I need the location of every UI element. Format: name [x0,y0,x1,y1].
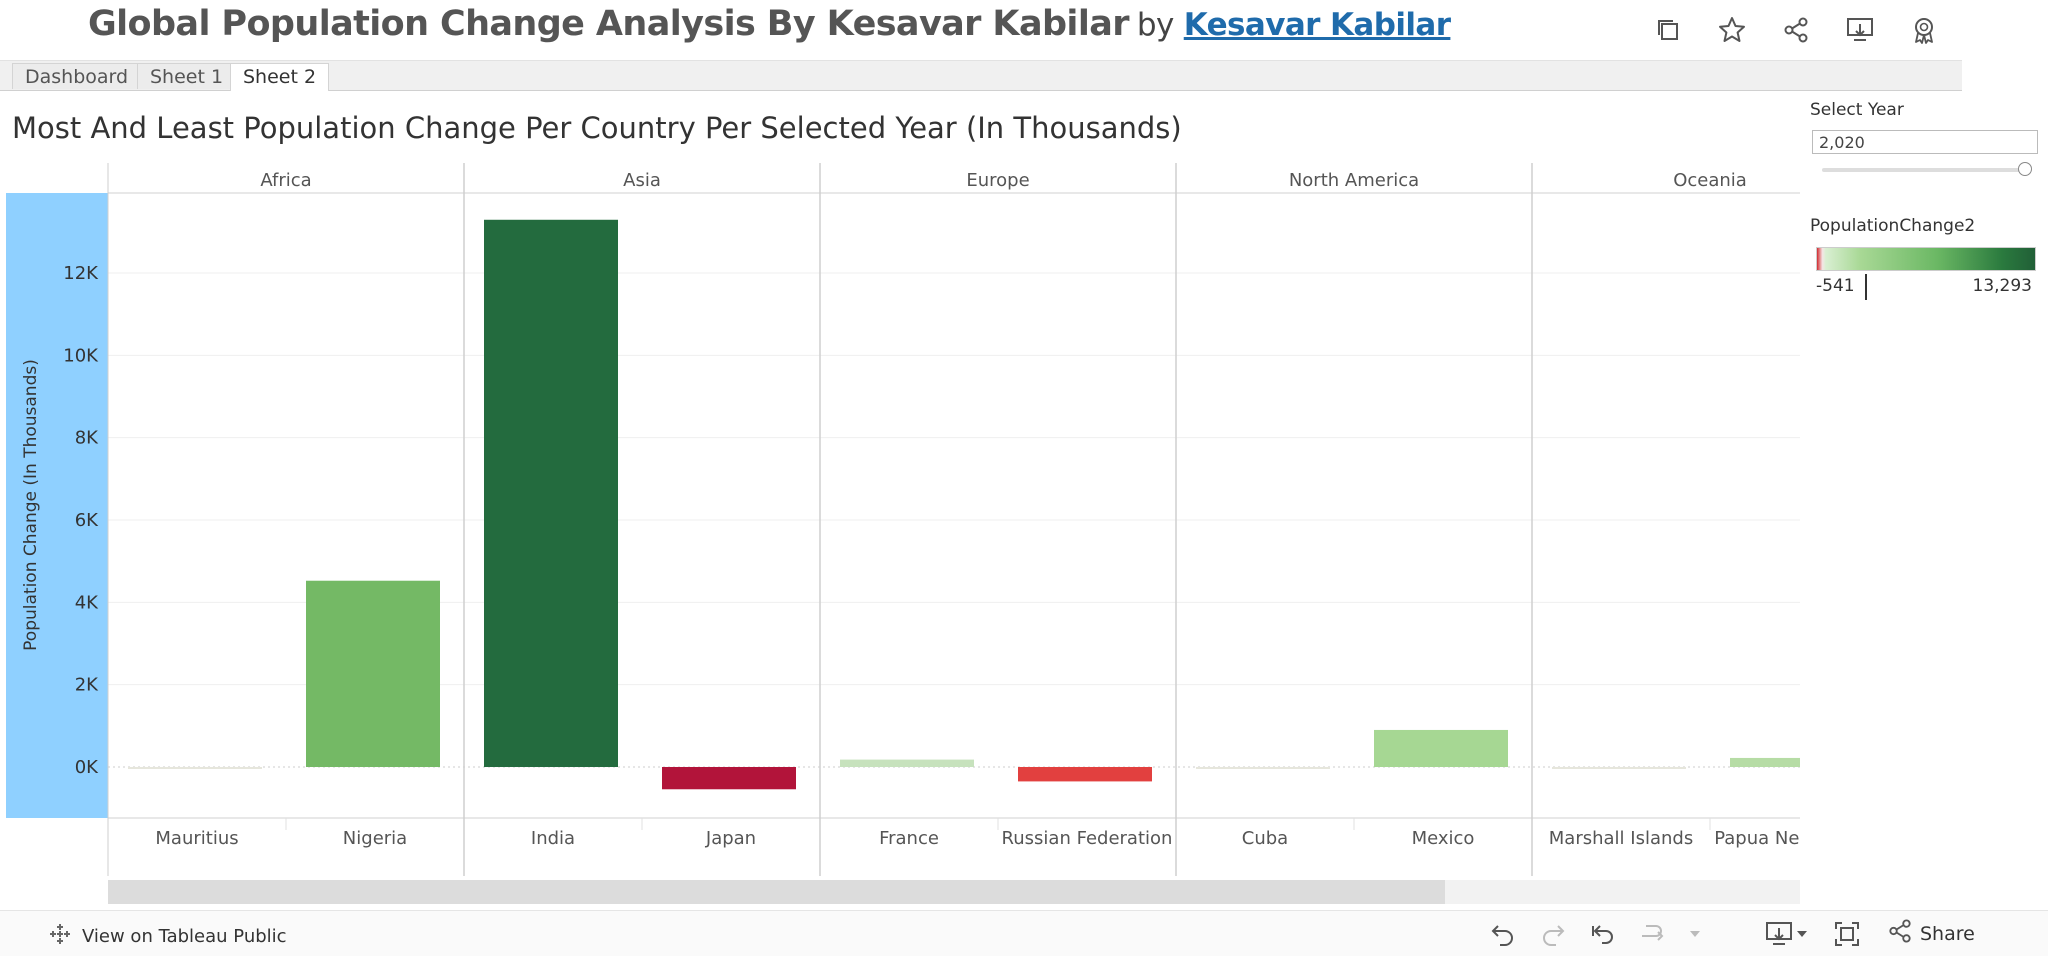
bars-group: Africa Mauritius Nigeria Asia India Japan Euro… [128,163,1800,876]
share-icon[interactable] [1778,12,1814,48]
page-title: Global Population Change Analysis By Kes… [88,4,1451,44]
category-label: Mauritius [155,828,238,849]
bar-marshall-islands[interactable] [1552,767,1686,769]
legend-marker [1865,274,1867,300]
sheet-tabs: Dashboard Sheet 1 Sheet 2 [0,60,1962,91]
revert-icon[interactable] [1588,920,1618,948]
undo-icon[interactable] [1488,920,1518,948]
bar-japan[interactable] [662,767,796,790]
download-icon[interactable] [1842,12,1878,48]
panel-header-oceania: Oceania [1673,170,1747,191]
category-label: Papua New Guinea [1714,828,1800,849]
refresh-icon[interactable] [1638,920,1668,948]
download-menu-icon[interactable] [1762,920,1812,948]
panel-header-asia: Asia [623,170,661,191]
refresh-dropdown-icon[interactable] [1688,920,1702,948]
view-on-tableau-link[interactable]: View on Tableau Public [48,922,287,951]
y-tick-label: 8K [75,428,99,449]
share-button[interactable]: Share [1888,919,1975,948]
color-legend-bar [1816,247,2036,271]
panel-header-north-america: North America [1289,170,1419,191]
tableau-logo-icon [48,922,72,951]
population-change-chart: Population Change (In Thousands) 0K 2K 4K 6K… [6,163,1800,904]
category-label: Cuba [1242,828,1288,849]
badge-icon[interactable] [1906,12,1942,48]
view-on-tableau-label: View on Tableau Public [82,926,287,947]
category-label: Nigeria [343,828,407,849]
year-slider-track[interactable] [1822,168,2030,172]
bar-mexico[interactable] [1374,729,1508,767]
dashboard-header: Global Population Change Analysis By Kes… [0,0,2048,60]
bar-cuba[interactable] [1196,767,1330,769]
redo-icon[interactable] [1538,920,1568,948]
category-label: Mexico [1412,828,1475,849]
select-year-input[interactable]: 2,020 [1812,130,2038,154]
footer-toolbar: View on Tableau Public Share [0,910,2048,956]
legend-min: -541 [1816,276,1855,296]
category-label: Japan [705,828,756,849]
viz-title: Most And Least Population Change Per Cou… [12,111,1182,145]
by-text: by [1136,7,1174,43]
footer-actions: Share [1488,919,1975,948]
tab-sheet-2[interactable]: Sheet 2 [230,63,330,91]
side-panel: Select Year 2,020 PopulationChange2 -541… [1810,100,2040,300]
bar-papua-new-guinea[interactable] [1730,757,1800,767]
author-link[interactable]: Kesavar Kabilar [1183,7,1451,43]
select-year-label: Select Year [1810,100,1904,120]
header-toolbar [1650,12,1942,48]
panel-header-africa: Africa [260,170,311,191]
share-label: Share [1920,922,1975,945]
y-tick-label: 12K [63,263,99,284]
legend-title: PopulationChange2 [1810,216,1976,236]
y-tick-label: 4K [75,592,99,613]
bar-india[interactable] [484,219,618,768]
category-label: India [531,828,575,849]
y-tick-label: 2K [75,675,99,696]
y-axis-band [6,193,108,818]
category-label: Marshall Islands [1549,828,1693,849]
duplicate-icon[interactable] [1650,12,1686,48]
category-label: Russian Federation [1002,828,1173,849]
tab-sheet-1[interactable]: Sheet 1 [137,63,237,89]
y-axis-title: Population Change (In Thousands) [21,359,41,651]
panel-header-europe: Europe [966,170,1029,191]
y-tick-label: 10K [63,345,99,366]
y-tick-label: 0K [75,757,99,778]
category-label: France [879,828,939,849]
star-icon[interactable] [1714,12,1750,48]
share-button-icon [1888,919,1912,948]
h-scrollbar-thumb[interactable] [108,880,1445,904]
bar-russian-federation[interactable] [1018,767,1152,782]
year-slider-thumb[interactable] [2018,162,2032,176]
bar-mauritius[interactable] [128,767,262,769]
bar-nigeria[interactable] [306,580,440,767]
y-tick-label: 6K [75,510,99,531]
legend-max: 13,293 [1972,276,2032,296]
fullscreen-icon[interactable] [1832,920,1862,948]
title-text: Global Population Change Analysis By Kes… [88,4,1130,44]
tab-dashboard[interactable]: Dashboard [12,63,142,89]
bar-france[interactable] [840,759,974,767]
